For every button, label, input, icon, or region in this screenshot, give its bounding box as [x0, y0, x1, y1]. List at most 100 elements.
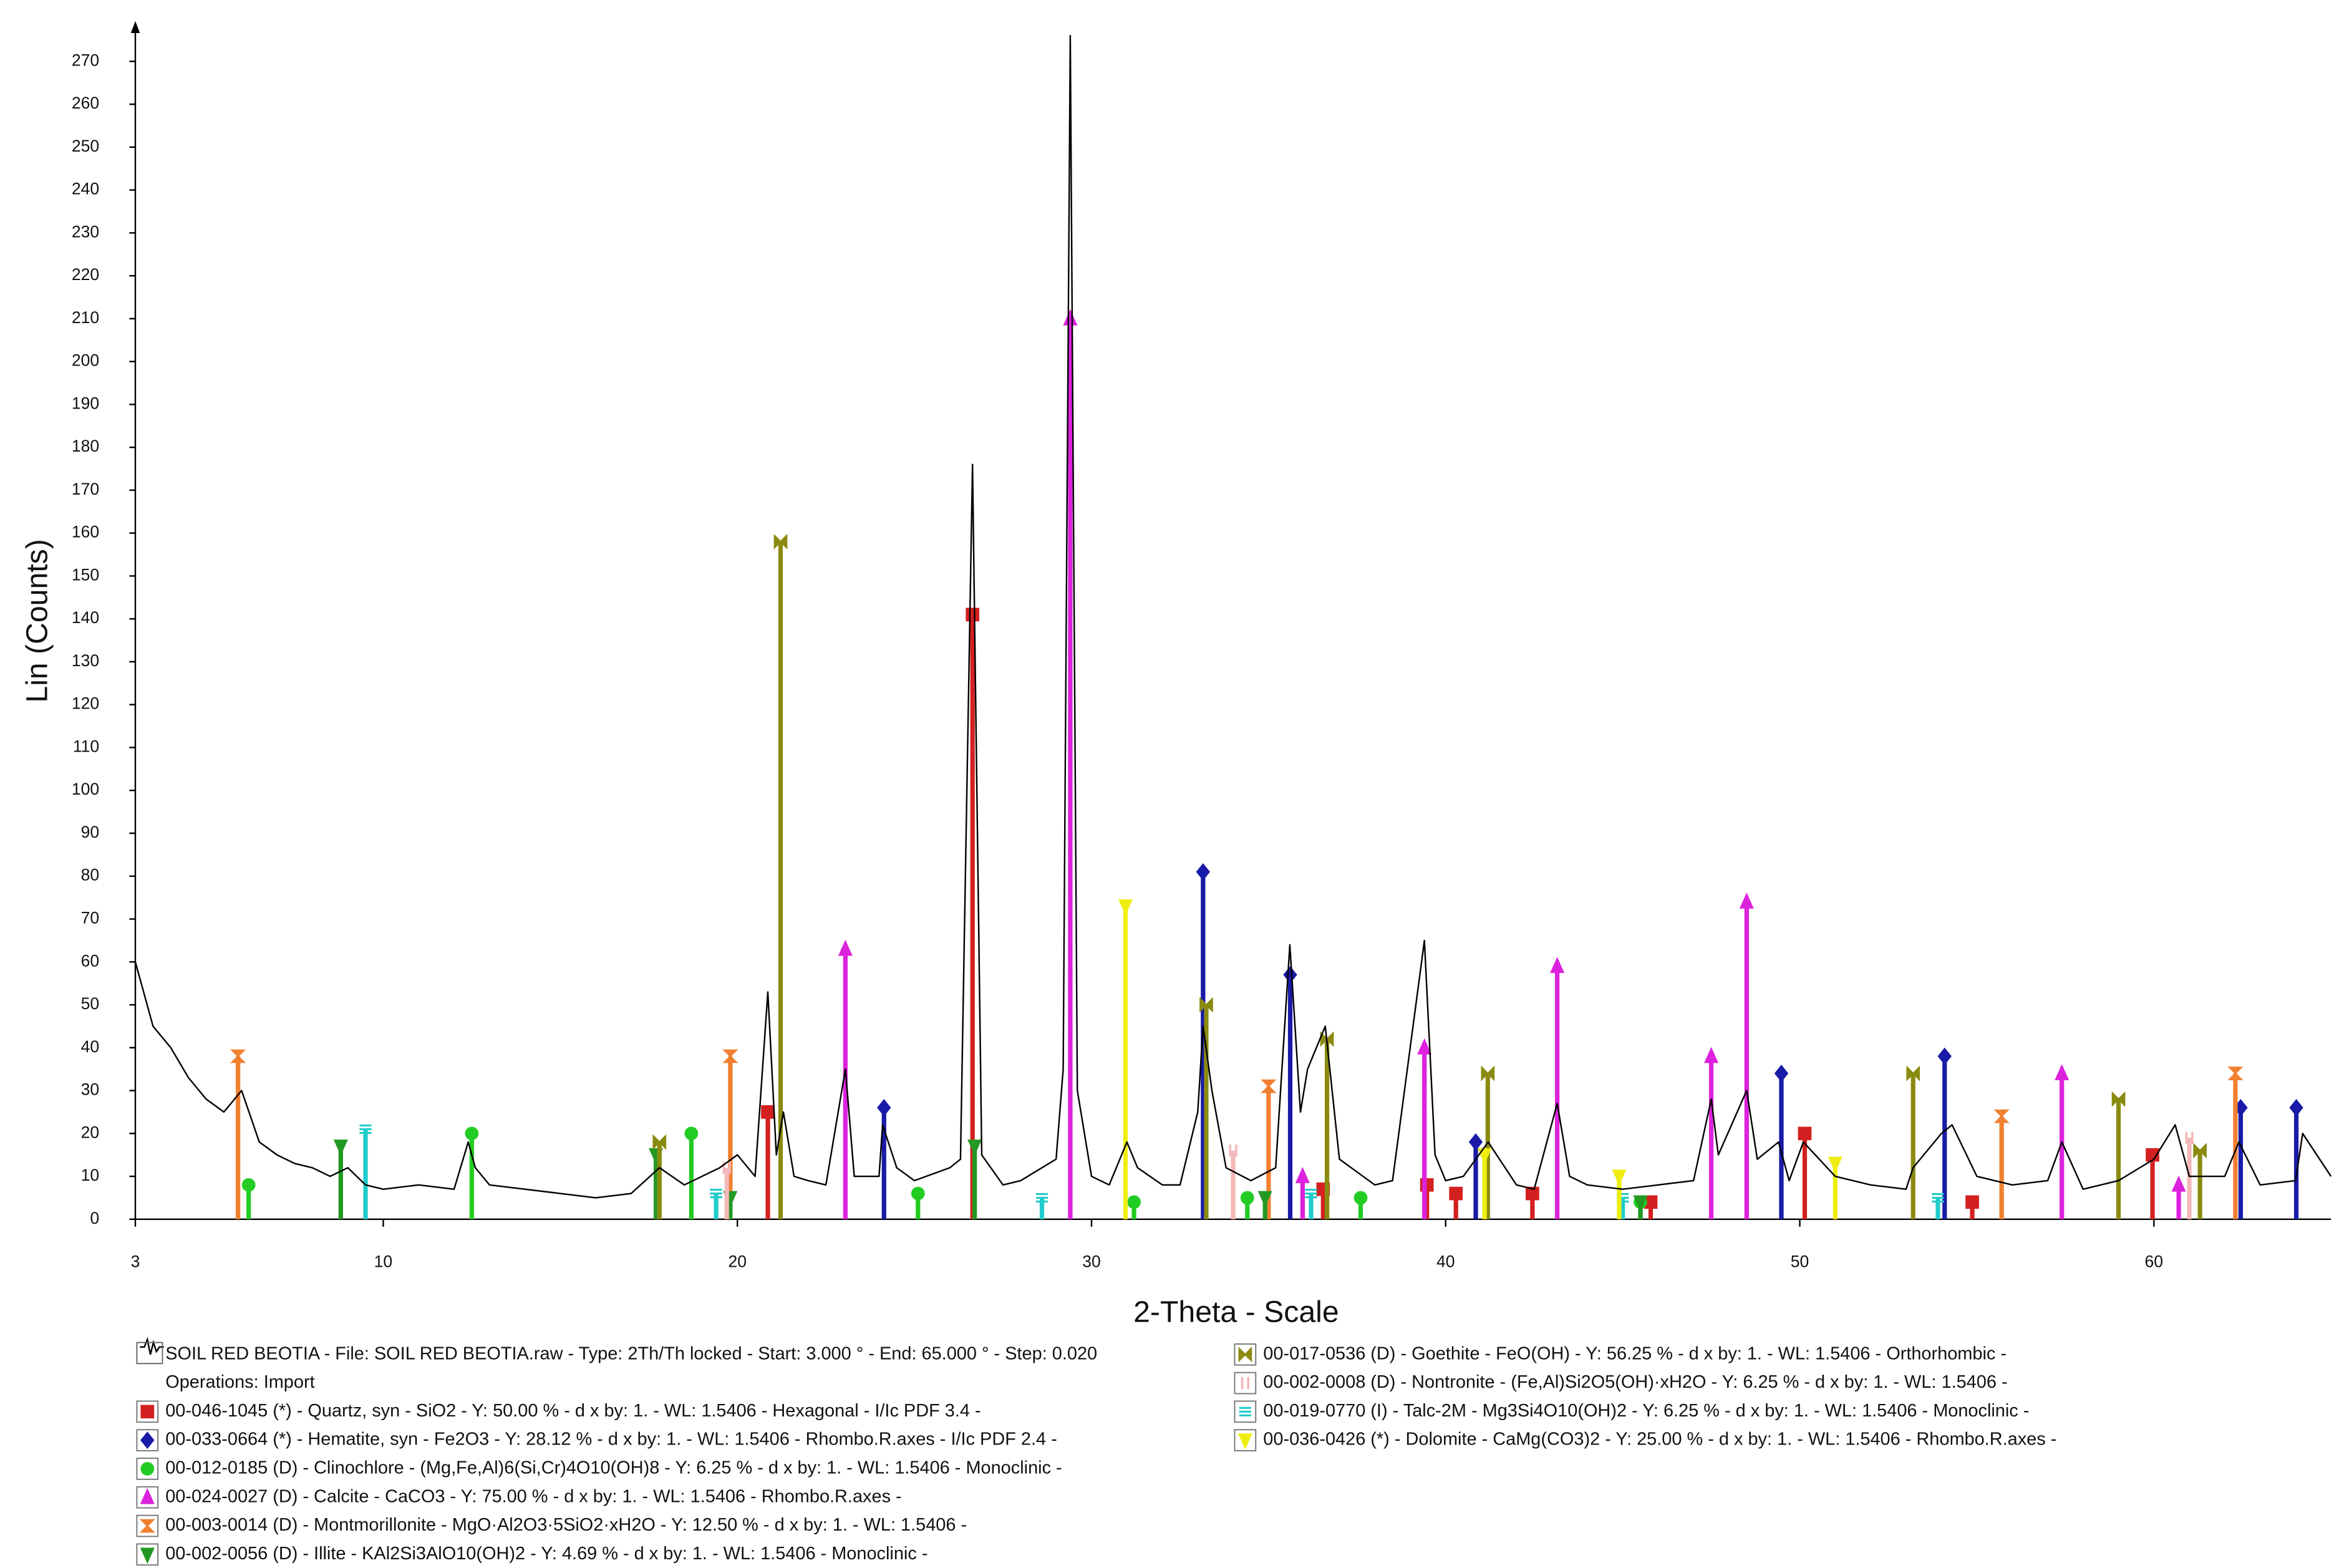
peak-stick — [1648, 1202, 1654, 1219]
legend-label: 00-033-0664 (*) - Hematite, syn - Fe2O3 … — [165, 1430, 1057, 1449]
peak-stick — [363, 1129, 368, 1219]
y-tick-label: 190 — [72, 394, 99, 412]
y-tick-label: 240 — [72, 180, 99, 198]
peak-marker — [1240, 1191, 1254, 1205]
peak-marker — [230, 1049, 246, 1063]
peak-marker — [1739, 892, 1754, 909]
legend-label: 00-002-0008 (D) - Nontronite - (Fe,Al)Si… — [1263, 1372, 2007, 1392]
x-tick-label: 20 — [728, 1252, 746, 1271]
peak-stick — [1708, 1056, 1714, 1219]
peak-stick — [843, 949, 848, 1219]
pattern-legend-icon — [140, 1337, 164, 1355]
peak-stick — [1970, 1202, 1975, 1219]
peak-marker — [911, 1186, 925, 1201]
peak-marker — [967, 1140, 982, 1156]
peak-marker — [1417, 1038, 1432, 1055]
peak-stick — [1123, 906, 1128, 1219]
peak-stick — [1425, 1184, 1430, 1219]
peak-stick — [1324, 1039, 1330, 1219]
peak-stick — [1910, 1073, 1915, 1219]
peak-stick — [1231, 1150, 1236, 1219]
peak-marker — [1320, 1031, 1334, 1047]
x-tick-label: 30 — [1082, 1252, 1100, 1271]
peak-marker — [966, 607, 980, 622]
peak-stick — [970, 614, 975, 1219]
peak-marker — [1937, 1047, 1952, 1065]
peak-marker — [465, 1126, 479, 1141]
peak-stick — [2197, 1150, 2202, 1219]
peak-marker — [722, 1161, 731, 1174]
peak-stick — [654, 1154, 659, 1219]
peak-stick — [1802, 1133, 1808, 1219]
peak-marker — [1257, 1191, 1272, 1207]
y-tick-label: 220 — [72, 265, 99, 284]
y-tick-label: 260 — [72, 94, 99, 112]
legend-label: 00-002-0056 (D) - Illite - KAl2Si3AlO10(… — [165, 1544, 927, 1564]
peak-marker — [333, 1140, 348, 1156]
legend-marker — [140, 1462, 155, 1476]
peak-marker — [1704, 1047, 1719, 1063]
peak-marker — [359, 1124, 372, 1135]
y-tick-label: 30 — [81, 1080, 99, 1099]
peak-stick — [689, 1133, 694, 1219]
y-tick-label: 140 — [72, 608, 99, 627]
peak-stick — [2150, 1154, 2155, 1219]
peak-marker — [2185, 1131, 2194, 1144]
peak-marker — [1353, 1191, 1368, 1205]
legend-box — [1234, 1372, 1257, 1395]
y-tick-label: 150 — [72, 565, 99, 584]
peak-stick — [1039, 1198, 1045, 1219]
peak-stick — [1473, 1142, 1478, 1219]
peak-stick — [246, 1184, 251, 1219]
peak-stick — [1201, 871, 1206, 1219]
peak-stick — [2060, 1073, 2065, 1219]
peak-stick — [1833, 1163, 1838, 1219]
legend-label: 00-019-0770 (I) - Talc-2M - Mg3Si4O10(OH… — [1263, 1401, 2029, 1421]
peak-stick — [469, 1133, 474, 1219]
peak-marker — [1229, 1145, 1237, 1157]
peak-marker — [1468, 1133, 1483, 1151]
peak-marker — [1633, 1195, 1648, 1212]
peak-stick — [1245, 1198, 1250, 1219]
y-tick-label: 170 — [72, 480, 99, 498]
legend-label: 00-024-0027 (D) - Calcite - CaCO3 - Y: 7… — [165, 1486, 901, 1506]
peak-stick — [2116, 1099, 2121, 1219]
x-tick-label: 3 — [131, 1252, 140, 1271]
peak-stick — [1266, 1086, 1271, 1219]
peak-stick — [1620, 1198, 1625, 1219]
peak-marker — [2055, 1064, 2070, 1080]
y-tick-label: 270 — [72, 51, 99, 69]
peak-stick — [1068, 318, 1073, 1219]
peak-marker — [773, 533, 788, 550]
y-tick-label: 50 — [81, 994, 99, 1013]
peak-marker — [1774, 1065, 1789, 1083]
peak-marker — [761, 1105, 775, 1119]
peak-marker — [1118, 899, 1133, 916]
peak-marker — [1798, 1126, 1812, 1141]
legend-box — [136, 1458, 159, 1480]
peak-marker — [1199, 997, 1213, 1013]
peak-marker — [722, 1049, 738, 1063]
peak-stick — [1482, 1154, 1487, 1219]
peak-marker — [1063, 309, 1078, 326]
peak-stick — [2238, 1108, 2244, 1219]
y-tick-label: 70 — [81, 909, 99, 927]
peak-marker — [1932, 1193, 1944, 1203]
peak-stick — [1744, 902, 1749, 1219]
peak-marker — [1481, 1065, 1495, 1082]
peak-stick — [916, 1193, 921, 1219]
peak-stick — [1453, 1193, 1458, 1219]
peak-stick — [728, 1056, 733, 1219]
legend-label: 00-046-1045 (*) - Quartz, syn - SiO2 - Y… — [165, 1401, 981, 1421]
y-tick-label: 180 — [72, 437, 99, 455]
peak-marker — [1449, 1186, 1463, 1201]
peak-stick — [1779, 1073, 1784, 1219]
peak-stick — [1204, 1005, 1209, 1219]
peak-stick — [1358, 1198, 1363, 1219]
peak-stick — [1530, 1193, 1535, 1219]
axis-arrow — [130, 21, 140, 34]
peak-marker — [1906, 1065, 1920, 1082]
peak-marker — [652, 1134, 667, 1150]
peak-marker — [877, 1099, 891, 1117]
